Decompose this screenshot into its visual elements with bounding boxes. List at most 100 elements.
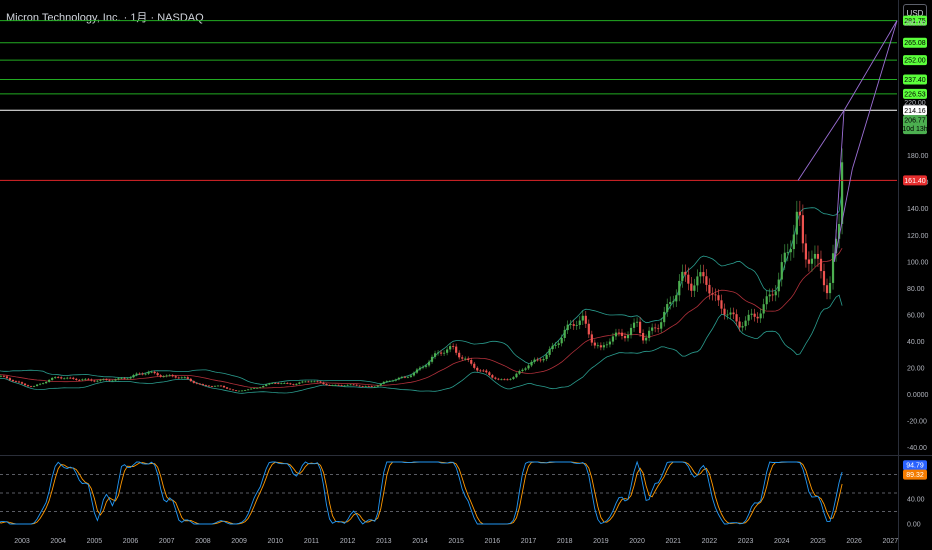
candle-body [271, 383, 274, 384]
candle-body [533, 359, 536, 362]
candle-body [216, 385, 220, 387]
stoch-d-tag-text: 89.32 [906, 472, 924, 479]
candle-body [370, 386, 373, 387]
candle-body [162, 376, 165, 378]
x-tick-label: 2020 [629, 538, 645, 545]
y-tick-label: 80.00 [907, 286, 925, 293]
trend-line [833, 168, 853, 262]
candle-body [29, 386, 33, 388]
candle-body [771, 294, 774, 296]
candle-body [2, 375, 6, 377]
candle-body [596, 345, 599, 347]
candle-body [765, 296, 768, 305]
candle-body [569, 324, 572, 325]
candle-body [527, 365, 530, 369]
candle-body [126, 378, 129, 380]
candle-body [307, 381, 310, 383]
candle-body [189, 378, 192, 382]
candle-body [539, 359, 542, 361]
candle-body [367, 386, 370, 387]
last-price-tag [903, 115, 927, 135]
candle-body [503, 379, 506, 381]
y-tick-label: 20.00 [907, 365, 925, 372]
level-price-tag [903, 74, 927, 85]
clipped-axis-label: 220.00 [904, 100, 926, 107]
candle-body [385, 381, 388, 382]
candle-body [536, 359, 539, 361]
candle-body [479, 370, 482, 372]
bollinger-upper [0, 190, 843, 385]
candle-body [666, 304, 669, 312]
candle-body [717, 295, 720, 301]
candle-body [391, 380, 394, 382]
candle-body [590, 334, 593, 343]
y-tick-label: 100.00 [907, 259, 929, 266]
candle-body [346, 384, 349, 386]
x-tick-label: 2021 [665, 538, 681, 545]
countdown-text: 10d 13h [902, 126, 927, 133]
candle-body [325, 383, 328, 385]
candle-body [355, 384, 358, 386]
x-tick-label: 2023 [738, 538, 754, 545]
candle-body [48, 379, 51, 382]
candle-body [69, 377, 72, 379]
candle-body [412, 372, 416, 376]
candle-body [84, 378, 87, 380]
candle-body [210, 386, 214, 388]
candle-body [32, 386, 36, 387]
candle-body [259, 387, 262, 389]
candle-body [75, 378, 78, 380]
candle-body [657, 328, 660, 330]
level-price-tag-text: 214.16 [904, 108, 926, 115]
candle-body [231, 389, 235, 391]
candle-body [693, 285, 696, 291]
candle-body [753, 313, 756, 317]
candle-body [795, 211, 798, 235]
candle-body [141, 373, 144, 375]
level-price-tag [903, 88, 927, 99]
candle-body [277, 383, 280, 384]
candle-body [500, 379, 503, 381]
candle-body [816, 253, 820, 259]
candle-body [524, 368, 527, 370]
candle-body [563, 330, 566, 338]
candle-body [409, 375, 413, 377]
candle-body [415, 369, 419, 373]
candle-body [400, 376, 403, 378]
candle-body [20, 382, 24, 384]
candle-body [654, 327, 657, 329]
candle-body [168, 375, 171, 377]
level-price-tag-text: 161.40 [904, 178, 926, 185]
candle-body [828, 282, 832, 294]
trend-line [797, 110, 845, 181]
candle-body [394, 379, 397, 381]
candle-body [723, 308, 726, 315]
candle-body [244, 390, 247, 391]
candle-body [681, 271, 684, 281]
x-tick-label: 2003 [14, 538, 30, 545]
candle-body [834, 238, 838, 254]
candle-body [599, 345, 602, 348]
candle-body [551, 345, 554, 350]
x-tick-label: 2022 [702, 538, 718, 545]
candle-body [819, 258, 823, 272]
candle-body [669, 301, 672, 305]
candle-body [99, 379, 102, 381]
candle-body [253, 388, 256, 389]
candle-body [476, 367, 479, 371]
candle-body [135, 373, 138, 376]
candle-body [427, 361, 431, 366]
level-price-tag [903, 15, 927, 26]
candle-body [491, 375, 494, 378]
candle-body [452, 346, 455, 347]
x-tick-label: 2017 [521, 538, 537, 545]
candle-body [379, 383, 382, 386]
candle-body [292, 384, 295, 386]
candle-body [87, 378, 90, 380]
candle-body [470, 360, 473, 364]
candle-body [213, 385, 217, 387]
candle-body [560, 337, 563, 344]
candle-body [174, 376, 177, 378]
candle-body [337, 384, 340, 386]
